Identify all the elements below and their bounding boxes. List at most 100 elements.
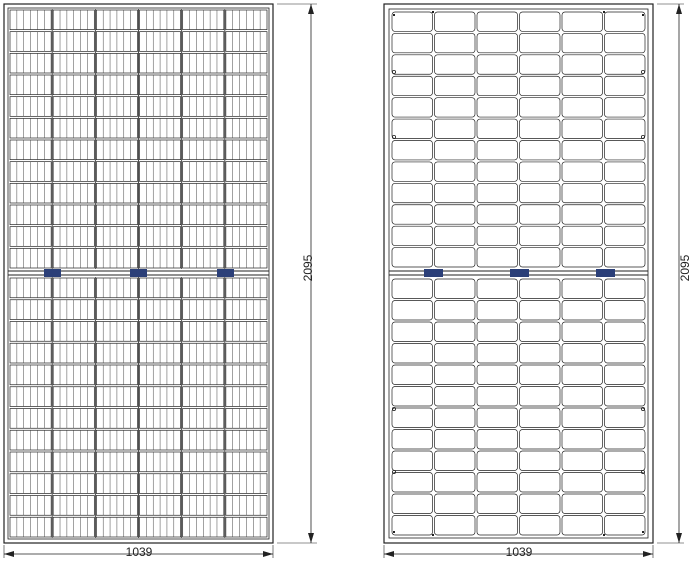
back-cell-outline [561,75,603,97]
back-cell-outline [434,386,476,407]
back-cell-outline [604,450,646,471]
back-cell-outline [604,11,646,32]
back-cell-outline [434,429,476,450]
back-cell-outline [434,515,476,536]
back-cell-outline [434,247,476,268]
back-cell-outline [561,429,603,450]
back-cell-outline [604,225,646,246]
back-cell-outline [476,278,518,299]
back-cell-outline [476,97,518,118]
back-cell-outline [434,75,476,97]
back-cell-outline [434,118,476,139]
back-cell-outline [434,97,476,118]
back-height-dimension: 2095 [657,3,691,544]
back-cell-outline [519,11,561,32]
back-cell-outline [434,407,476,428]
mounting-hole [641,70,646,75]
back-cell-outline [476,11,518,32]
back-cell-outline [434,33,476,54]
back-cell-outline [434,140,476,161]
back-cell-outline [561,247,603,268]
back-view [383,3,654,544]
back-cell-outline [519,204,561,225]
front-cell-grid [9,9,268,538]
back-cell-outline [604,118,646,139]
back-cell-outline [519,300,561,321]
frame-marker [432,534,434,536]
back-width-label: 1039 [506,545,533,559]
back-cell-outline [476,118,518,139]
frame-marker [393,14,395,16]
back-cell-outline [519,450,561,471]
back-cell-outline [476,515,518,536]
back-cell-outline [604,54,646,75]
back-cell-outline [434,54,476,75]
back-cell-outline [434,321,476,342]
back-cell-outline [476,54,518,75]
mounting-hole [641,469,646,474]
back-cell-outline [391,343,433,364]
frame-marker [642,14,644,16]
back-cell-outline [561,161,603,182]
back-cell-outline [561,364,603,385]
mounting-hole [391,469,396,474]
back-cell-outline [561,182,603,204]
back-cell-outline [391,321,433,342]
back-cell-outline [519,472,561,493]
back-cell-outline [561,343,603,364]
back-cell-outline [519,407,561,428]
mounting-hole [641,134,646,139]
back-cell-outline [519,364,561,385]
back-cell-outline [391,182,433,204]
back-cell-outline [604,97,646,118]
back-cell-outline [561,11,603,32]
back-cell-outline [434,493,476,514]
back-cell-outline [561,321,603,342]
back-cell-outline [604,140,646,161]
back-cell-outline [604,364,646,385]
back-cell-outline [604,407,646,428]
back-cell-outline [476,161,518,182]
frame-marker [642,531,644,533]
back-cell-outline [476,33,518,54]
back-width-dimension: 1039 [383,545,654,559]
back-cell-outline [561,472,603,493]
back-cell-outline [391,225,433,246]
back-cell-outline [519,321,561,342]
back-junction-box-2 [510,269,529,277]
back-frame-inner [388,8,649,539]
back-cell-outline [519,225,561,246]
front-width-label: 1039 [126,545,153,559]
front-height-dimension: 2095 [277,3,317,544]
back-cell-outline [476,140,518,161]
back-cell-outline [391,472,433,493]
back-cell-outline [434,450,476,471]
back-cell-outline [476,386,518,407]
front-view [3,3,274,544]
mounting-hole [391,70,396,75]
back-cell-outline [391,300,433,321]
back-cell-outline [519,33,561,54]
back-cell-outline [519,278,561,299]
back-cell-outline [391,11,433,32]
back-cell-outline [519,161,561,182]
back-cell-outline [604,75,646,97]
back-cell-outline [604,429,646,450]
back-cell-outline [434,161,476,182]
back-cell-outline [519,343,561,364]
back-cell-outline [519,140,561,161]
back-cell-outline [391,75,433,97]
back-cell-outline [391,118,433,139]
back-cell-outline [476,247,518,268]
front-frame-inner [7,7,270,540]
back-cell-outline [561,54,603,75]
back-cell-outline [519,97,561,118]
back-cell-outline [561,515,603,536]
back-cell-outline [519,54,561,75]
back-cell-outline [391,161,433,182]
back-cell-outline [561,450,603,471]
frame-marker [393,531,395,533]
back-cell-outline [561,407,603,428]
back-cell-outline [391,247,433,268]
back-junction-box-3 [596,269,615,277]
